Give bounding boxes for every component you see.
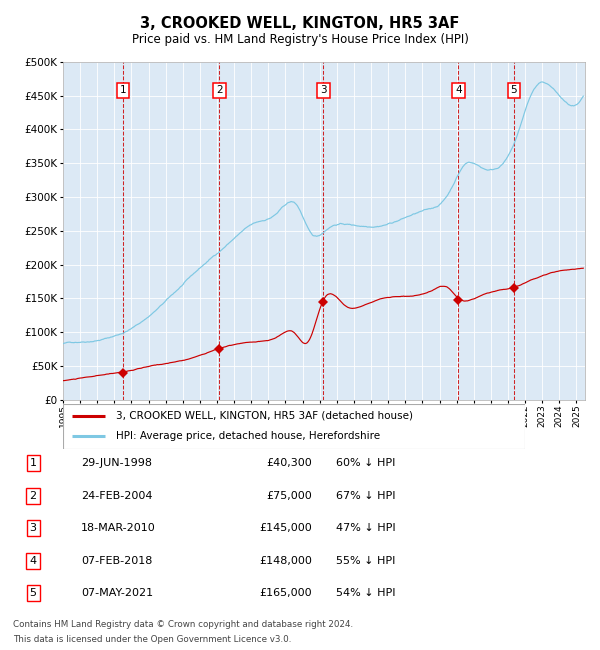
- Text: 29-JUN-1998: 29-JUN-1998: [81, 458, 152, 469]
- Text: 4: 4: [455, 86, 461, 96]
- Text: This data is licensed under the Open Government Licence v3.0.: This data is licensed under the Open Gov…: [13, 634, 292, 644]
- FancyBboxPatch shape: [63, 404, 525, 448]
- Text: Contains HM Land Registry data © Crown copyright and database right 2024.: Contains HM Land Registry data © Crown c…: [13, 620, 353, 629]
- Text: 4: 4: [29, 556, 37, 566]
- Text: HPI: Average price, detached house, Herefordshire: HPI: Average price, detached house, Here…: [116, 431, 380, 441]
- Text: 07-MAY-2021: 07-MAY-2021: [81, 588, 153, 599]
- Text: £75,000: £75,000: [266, 491, 312, 501]
- Text: 07-FEB-2018: 07-FEB-2018: [81, 556, 152, 566]
- Text: 67% ↓ HPI: 67% ↓ HPI: [336, 491, 395, 501]
- Text: 18-MAR-2010: 18-MAR-2010: [81, 523, 156, 534]
- Text: 3: 3: [320, 86, 326, 96]
- Text: 55% ↓ HPI: 55% ↓ HPI: [336, 556, 395, 566]
- Text: £165,000: £165,000: [259, 588, 312, 599]
- Text: 60% ↓ HPI: 60% ↓ HPI: [336, 458, 395, 469]
- Text: £40,300: £40,300: [266, 458, 312, 469]
- Text: 54% ↓ HPI: 54% ↓ HPI: [336, 588, 395, 599]
- Text: 3, CROOKED WELL, KINGTON, HR5 3AF: 3, CROOKED WELL, KINGTON, HR5 3AF: [140, 16, 460, 31]
- Text: 1: 1: [29, 458, 37, 469]
- Text: 24-FEB-2004: 24-FEB-2004: [81, 491, 152, 501]
- Text: Price paid vs. HM Land Registry's House Price Index (HPI): Price paid vs. HM Land Registry's House …: [131, 32, 469, 46]
- Text: 2: 2: [29, 491, 37, 501]
- Text: 5: 5: [29, 588, 37, 599]
- Text: 5: 5: [511, 86, 517, 96]
- Text: £148,000: £148,000: [259, 556, 312, 566]
- Text: 3, CROOKED WELL, KINGTON, HR5 3AF (detached house): 3, CROOKED WELL, KINGTON, HR5 3AF (detac…: [116, 411, 413, 421]
- Text: 1: 1: [119, 86, 126, 96]
- Text: £145,000: £145,000: [259, 523, 312, 534]
- Text: 3: 3: [29, 523, 37, 534]
- Text: 47% ↓ HPI: 47% ↓ HPI: [336, 523, 395, 534]
- Text: 2: 2: [216, 86, 223, 96]
